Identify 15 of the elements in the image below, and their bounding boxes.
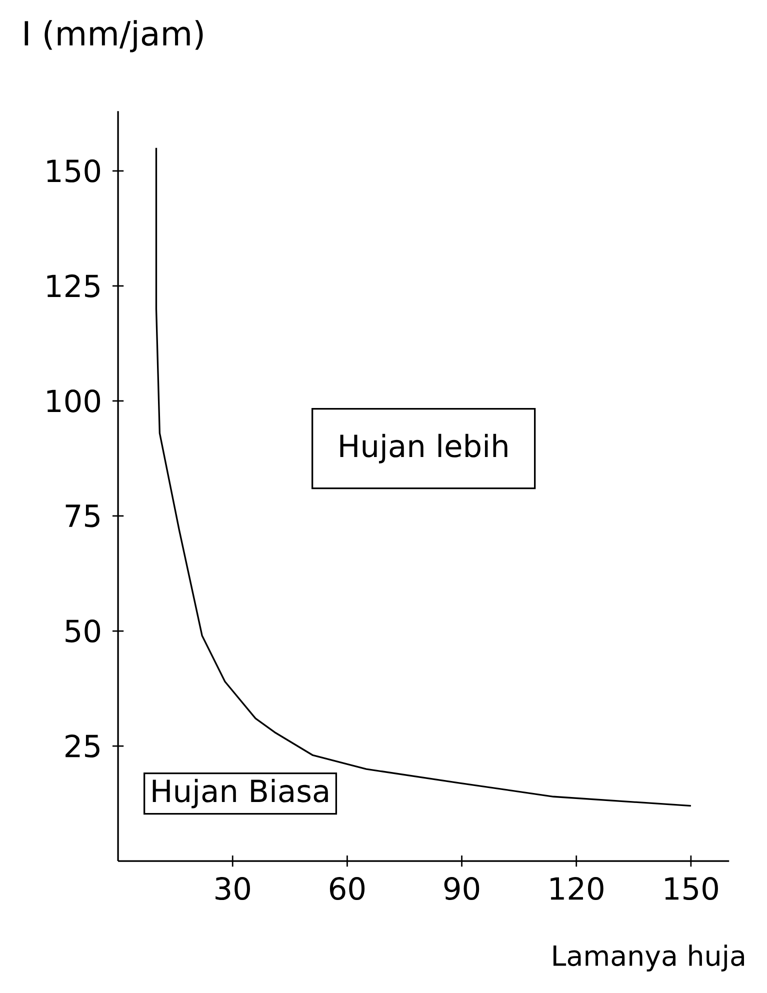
y-tick-label: 100 — [48, 389, 100, 412]
annotation: Hujan lebih — [340, 434, 508, 464]
x-tick-label: 60 — [330, 877, 365, 900]
x-axis-title: Lamanya huja — [554, 944, 744, 972]
y-axis-title: I (mm/jam) — [24, 20, 203, 52]
x-tick-label: 150 — [665, 877, 718, 900]
y-tick-label: 25 — [66, 734, 100, 758]
annotation: Hujan Biasa — [153, 778, 328, 808]
y-tick-label: 75 — [66, 504, 100, 528]
y-tick-label: 50 — [66, 620, 100, 643]
x-tick-label: 30 — [216, 877, 250, 900]
y-tick-label: 125 — [48, 274, 100, 298]
x-tick-label: 90 — [444, 877, 480, 900]
x-tick-label: 120 — [550, 877, 604, 900]
y-tick-label: 150 — [48, 159, 100, 182]
